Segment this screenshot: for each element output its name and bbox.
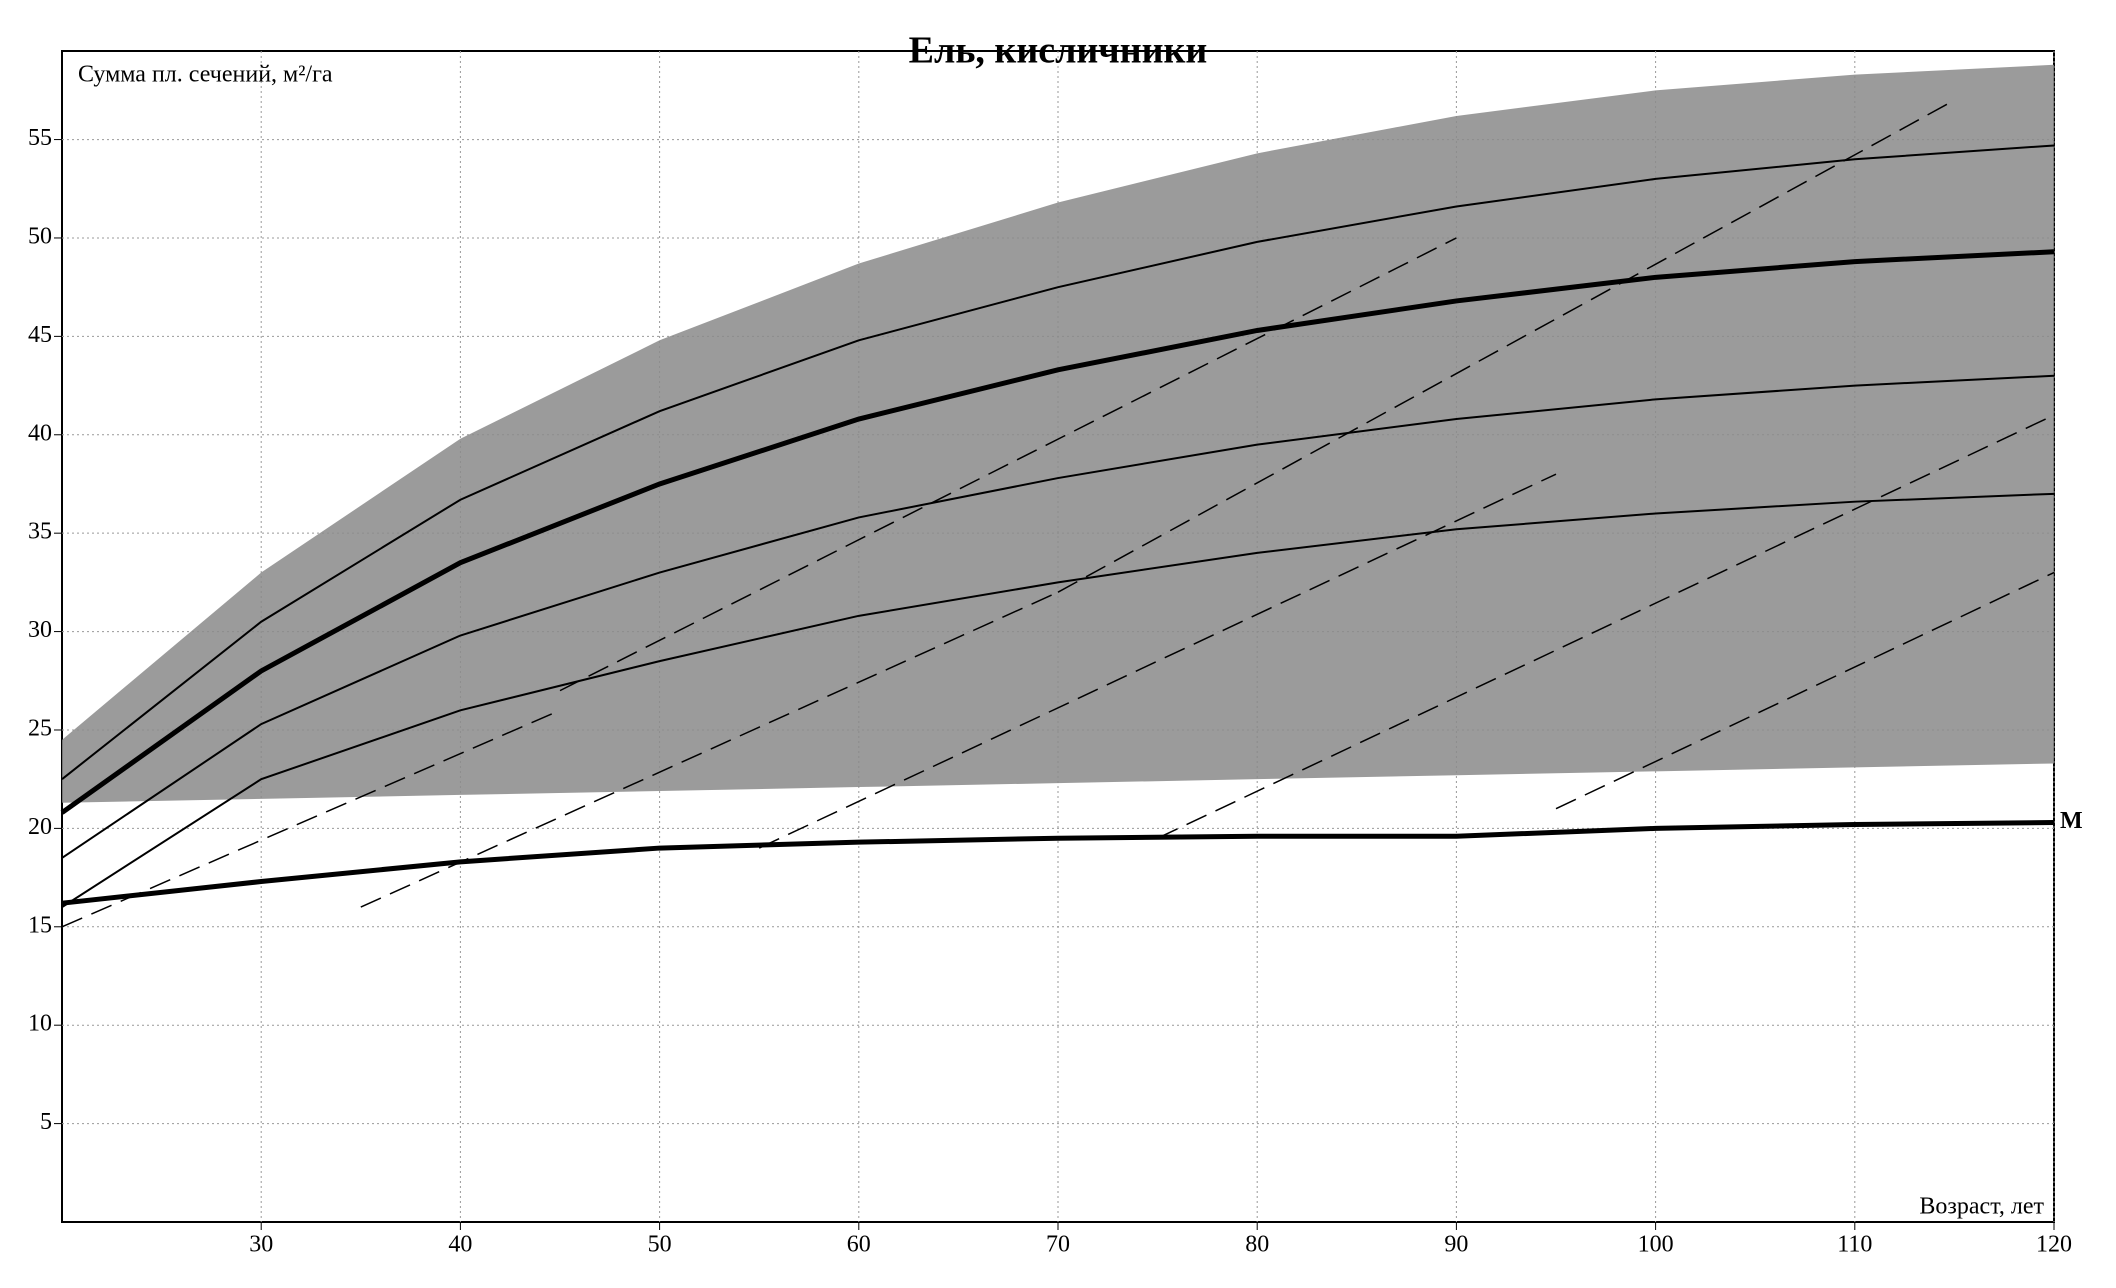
series-line (1157, 414, 2055, 839)
series-line (61, 819, 2055, 906)
x-axis-label: Возраст, лет (1919, 1194, 2044, 1220)
y-axis-label: Сумма пл. сечений, м²/га (78, 62, 333, 88)
area-band (62, 64, 2054, 803)
y-tick-label: 10 (28, 1011, 52, 1037)
series-line (61, 492, 2055, 908)
series-line (61, 374, 2055, 859)
series-line (61, 709, 561, 928)
series-label: M (2060, 808, 2083, 834)
x-tick-label: 120 (2036, 1232, 2072, 1258)
x-tick-label: 70 (1046, 1232, 1070, 1258)
x-tick-label: 110 (1837, 1232, 1872, 1258)
y-tick-label: 40 (28, 420, 52, 446)
y-tick-label: 5 (40, 1109, 52, 1135)
series-line (60, 249, 2055, 815)
x-tick-label: 50 (648, 1232, 672, 1258)
y-tick-label: 55 (28, 125, 52, 151)
y-tick-label: 50 (28, 223, 52, 249)
x-tick-label: 30 (249, 1232, 273, 1258)
y-tick-label: 30 (28, 617, 52, 643)
x-tick-label: 80 (1245, 1232, 1269, 1258)
x-tick-label: 40 (448, 1232, 472, 1258)
y-tick-label: 20 (28, 814, 52, 840)
y-tick-label: 35 (28, 519, 52, 545)
x-tick-label: 100 (1638, 1232, 1674, 1258)
series-line (1555, 571, 2055, 810)
y-tick-label: 25 (28, 715, 52, 741)
series-line (61, 144, 2055, 780)
chart-title: Ель, кисличники (909, 30, 1208, 72)
x-tick-label: 60 (847, 1232, 871, 1258)
series-line (559, 237, 1457, 692)
y-tick-label: 45 (28, 322, 52, 348)
series-line (758, 473, 1557, 849)
y-tick-label: 15 (28, 912, 52, 938)
series-line (1057, 99, 1955, 593)
x-tick-label: 90 (1444, 1232, 1468, 1258)
